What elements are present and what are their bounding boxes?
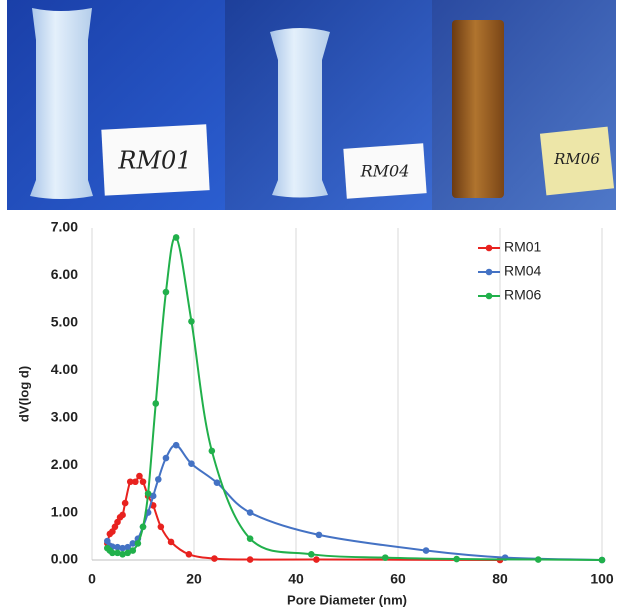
data-point bbox=[188, 318, 195, 325]
figure: RM01 RM04 RM06 dV(log d) Pore Diameter (… bbox=[0, 0, 622, 609]
data-point bbox=[163, 455, 170, 462]
photo-label: RM04 bbox=[360, 162, 410, 181]
data-point bbox=[188, 460, 195, 467]
x-tick-label: 80 bbox=[492, 571, 508, 587]
legend-label: RM01 bbox=[504, 239, 542, 255]
data-point bbox=[423, 547, 430, 554]
data-point bbox=[119, 512, 126, 519]
data-point bbox=[382, 554, 389, 561]
data-point bbox=[122, 500, 129, 507]
data-point bbox=[308, 551, 315, 558]
legend-marker bbox=[486, 245, 493, 252]
x-tick-label: 60 bbox=[390, 571, 406, 587]
y-axis-title: dV(log d) bbox=[16, 366, 31, 422]
data-point bbox=[155, 476, 162, 483]
data-point bbox=[173, 234, 180, 241]
data-point bbox=[163, 289, 170, 296]
data-point bbox=[173, 442, 180, 449]
series-line bbox=[107, 476, 500, 560]
data-point bbox=[140, 478, 147, 485]
series-line bbox=[107, 237, 602, 560]
y-tick-label: 5.00 bbox=[51, 314, 78, 330]
sample-cylinder bbox=[270, 28, 330, 198]
legend-label: RM06 bbox=[504, 287, 542, 303]
x-axis-title: Pore Diameter (nm) bbox=[287, 592, 407, 607]
series-line bbox=[107, 445, 602, 560]
y-tick-label: 4.00 bbox=[51, 361, 78, 377]
legend-label: RM04 bbox=[504, 263, 542, 279]
data-point bbox=[211, 555, 218, 562]
photo-label: RM06 bbox=[553, 150, 600, 168]
legend-marker bbox=[486, 293, 493, 300]
y-tick-label: 0.00 bbox=[51, 551, 78, 567]
data-point bbox=[453, 556, 460, 563]
x-tick-label: 100 bbox=[590, 571, 614, 587]
data-point bbox=[145, 490, 152, 497]
data-point bbox=[247, 509, 254, 516]
photos: RM01 RM04 RM06 bbox=[7, 0, 616, 210]
data-point bbox=[247, 556, 254, 563]
data-point bbox=[247, 535, 254, 542]
x-tick-label: 40 bbox=[288, 571, 304, 587]
photo-label: RM01 bbox=[117, 147, 191, 175]
data-point bbox=[168, 539, 175, 546]
data-point bbox=[186, 551, 193, 558]
y-tick-label: 6.00 bbox=[51, 266, 78, 282]
y-tick-label: 3.00 bbox=[51, 408, 78, 424]
data-point bbox=[140, 524, 147, 531]
y-tick-label: 2.00 bbox=[51, 456, 78, 472]
data-point bbox=[599, 557, 606, 564]
data-point bbox=[130, 547, 137, 554]
y-tick-label: 1.00 bbox=[51, 503, 78, 519]
data-point bbox=[535, 556, 542, 563]
legend-marker bbox=[486, 269, 493, 276]
data-point bbox=[316, 532, 323, 539]
data-point bbox=[313, 556, 320, 563]
data-point bbox=[135, 540, 142, 547]
data-point bbox=[132, 478, 139, 485]
data-point bbox=[214, 479, 221, 486]
sample-cylinder bbox=[30, 8, 93, 199]
x-tick-label: 0 bbox=[88, 571, 96, 587]
x-tick-label: 20 bbox=[186, 571, 202, 587]
data-point bbox=[136, 473, 143, 480]
sample-cylinder bbox=[452, 20, 504, 198]
data-point bbox=[152, 400, 159, 407]
y-tick-label: 7.00 bbox=[51, 219, 78, 235]
data-point bbox=[158, 524, 165, 531]
data-point bbox=[209, 448, 216, 455]
